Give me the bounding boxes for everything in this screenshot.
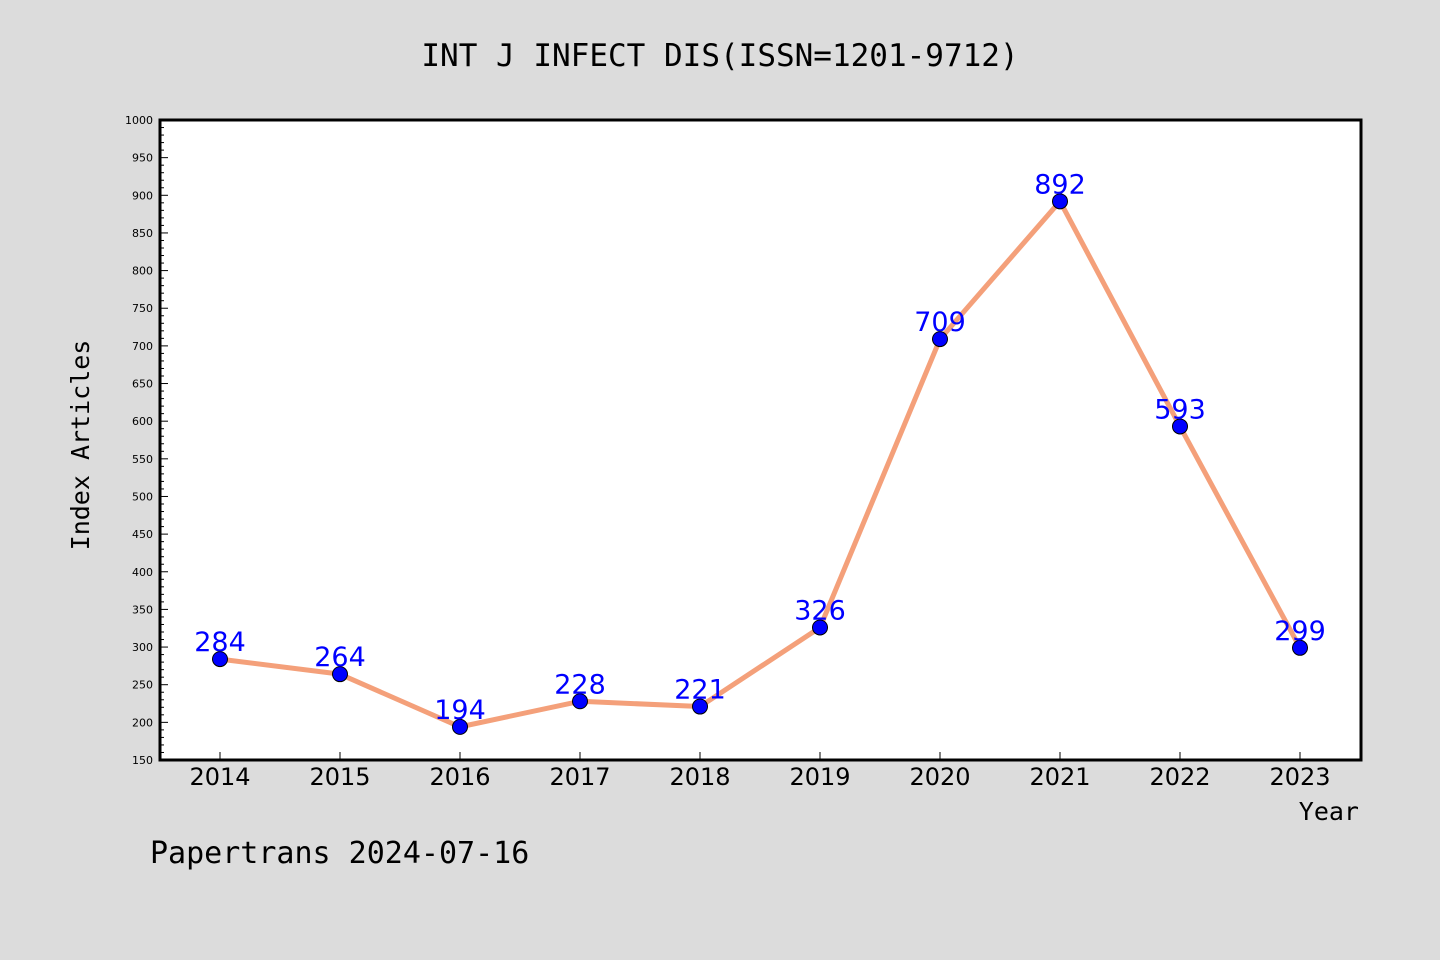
data-label: 593: [1154, 394, 1206, 425]
y-tick-label: 150: [132, 754, 153, 767]
data-label: 264: [314, 642, 366, 673]
data-labels: 284 264 194 228 221 326 709 892 593 299: [194, 169, 1326, 726]
y-tick-label: 350: [132, 603, 153, 616]
data-point: [692, 698, 708, 715]
y-tick-label: 900: [132, 189, 153, 202]
plot-area: [158, 118, 1363, 762]
chart-title: INT J INFECT DIS(ISSN=1201-9712): [421, 38, 1018, 74]
data-point: [212, 651, 228, 668]
y-tick-label: 200: [132, 716, 153, 729]
x-axis-title: Year: [1299, 797, 1359, 826]
data-label: 221: [674, 675, 726, 706]
data-label: 228: [554, 669, 606, 700]
data-point: [572, 693, 588, 710]
y-tick-label: 950: [132, 152, 153, 165]
data-label: 299: [1274, 616, 1326, 647]
y-tick-label: 500: [132, 490, 153, 503]
x-tick-label: 2018: [669, 763, 730, 791]
data-point: [332, 666, 348, 683]
data-point: [1172, 418, 1188, 435]
y-tick-label: 600: [132, 415, 153, 428]
data-label: 709: [914, 307, 966, 338]
y-axis: 150 200 250 300 350 400 450 500 550 600 650 700 750 8…: [125, 114, 168, 767]
data-label: 892: [1034, 169, 1086, 200]
data-label: 284: [194, 627, 246, 658]
x-axis: 2014 2015 2016 2017 2018 2019 2020 2021 2022 2023: [189, 752, 1331, 791]
y-tick-label: 1000: [125, 114, 153, 127]
y-tick-label: 800: [132, 265, 153, 278]
x-tick-label: 2015: [309, 763, 370, 791]
data-point: [1052, 193, 1068, 210]
y-tick-label: 250: [132, 679, 153, 692]
data-point: [932, 331, 948, 348]
y-tick-label: 750: [132, 302, 153, 315]
y-tick-label: 650: [132, 378, 153, 391]
y-tick-label: 550: [132, 453, 153, 466]
y-tick-label: 700: [132, 340, 153, 353]
y-axis-title: Index Articles: [66, 340, 95, 551]
x-tick-label: 2021: [1029, 763, 1090, 791]
x-tick-label: 2020: [909, 763, 970, 791]
x-tick-label: 2019: [789, 763, 850, 791]
x-tick-label: 2014: [189, 763, 250, 791]
x-tick-label: 2023: [1269, 763, 1330, 791]
data-point: [1292, 639, 1308, 656]
data-point: [812, 619, 828, 636]
y-tick-label: 300: [132, 641, 153, 654]
x-tick-label: 2017: [549, 763, 610, 791]
data-label: 326: [794, 595, 846, 626]
x-tick-label: 2022: [1149, 763, 1210, 791]
data-point: [452, 718, 468, 735]
y-tick-label: 850: [132, 227, 153, 240]
y-tick-label: 450: [132, 528, 153, 541]
x-tick-label: 2016: [429, 763, 490, 791]
y-tick-label: 400: [132, 566, 153, 579]
series-line: [219, 198, 1303, 730]
data-label: 194: [434, 695, 486, 726]
footer-text: Papertrans 2024-07-16: [150, 836, 529, 871]
data-markers: [212, 193, 1308, 735]
